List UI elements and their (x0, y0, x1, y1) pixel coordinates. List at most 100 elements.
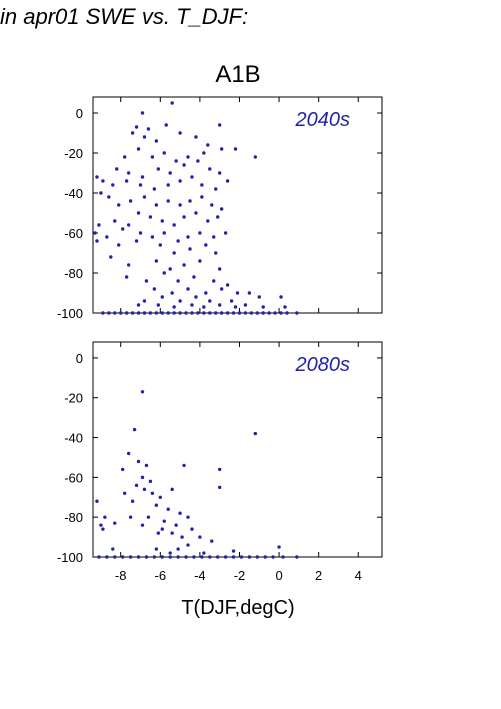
data-point (176, 555, 180, 559)
data-point (225, 311, 230, 315)
data-point (255, 555, 259, 559)
data-point (212, 235, 216, 239)
data-point (130, 311, 135, 315)
x-tick-label: 0 (275, 568, 282, 583)
panel-label: 2040s (295, 109, 351, 131)
data-point (233, 147, 238, 151)
y-tick-label: -40 (64, 186, 83, 201)
data-point (113, 521, 117, 525)
data-point (136, 147, 141, 151)
data-point (243, 311, 248, 315)
data-point (217, 171, 222, 175)
data-point (103, 515, 107, 519)
data-point (168, 171, 172, 175)
data-point (136, 211, 141, 215)
data-point (206, 143, 210, 147)
data-point (154, 259, 159, 263)
data-point (257, 295, 261, 299)
data-point (120, 467, 125, 472)
data-point (214, 311, 218, 315)
data-point (154, 311, 159, 315)
data-point (95, 499, 99, 503)
data-point (113, 555, 117, 559)
data-point (217, 485, 222, 490)
data-point (148, 311, 153, 315)
data-point (160, 527, 164, 531)
data-point (253, 155, 258, 159)
data-point (277, 545, 281, 549)
data-point (190, 527, 194, 531)
data-point (97, 555, 101, 559)
data-point (196, 311, 200, 315)
y-tick-label: -80 (64, 510, 83, 525)
data-point (249, 311, 254, 315)
data-point (235, 291, 240, 295)
data-point (188, 247, 192, 251)
y-tick-label: -60 (64, 470, 83, 485)
data-point (182, 463, 186, 468)
y-tick-label: -60 (64, 226, 83, 241)
data-point (168, 551, 172, 555)
data-point (138, 231, 143, 235)
data-point (190, 311, 194, 315)
data-point (136, 311, 141, 315)
data-point (172, 223, 176, 227)
data-point (229, 299, 234, 303)
data-point (172, 305, 176, 309)
data-point (174, 159, 178, 163)
data-point (130, 499, 135, 503)
data-point (162, 271, 166, 275)
data-point (186, 235, 190, 239)
data-point (146, 515, 151, 519)
y-tick-label: -80 (64, 266, 83, 281)
data-point (148, 215, 153, 219)
data-point (231, 555, 236, 559)
data-point (156, 167, 161, 171)
data-point (210, 539, 214, 543)
data-point (279, 295, 283, 299)
data-point (285, 311, 289, 315)
data-point (217, 303, 222, 307)
data-point (208, 311, 212, 315)
data-point (132, 427, 137, 432)
data-point (172, 251, 176, 255)
data-point (216, 215, 220, 219)
data-point (217, 123, 222, 127)
data-point (95, 175, 99, 179)
data-point (105, 235, 109, 239)
data-point (170, 291, 174, 295)
data-point (279, 311, 283, 315)
data-point (198, 231, 202, 235)
data-point (198, 259, 202, 263)
data-point (219, 287, 224, 291)
data-point (255, 311, 259, 315)
plot-frame (92, 341, 383, 558)
data-point (271, 555, 275, 559)
data-point (138, 183, 143, 187)
data-point (107, 311, 111, 315)
data-point (188, 199, 192, 203)
data-point (273, 311, 277, 315)
data-point (154, 503, 159, 507)
data-point (208, 299, 212, 303)
data-point (168, 267, 172, 271)
data-point (194, 135, 198, 139)
data-point (184, 555, 188, 559)
data-point (136, 459, 141, 464)
data-point (124, 311, 129, 315)
data-point (208, 555, 212, 559)
data-point (160, 555, 164, 559)
data-point (150, 491, 155, 495)
data-point (144, 279, 149, 283)
data-point (142, 299, 147, 303)
data-point (126, 451, 131, 456)
data-point (158, 495, 163, 499)
data-point (142, 135, 147, 139)
data-point (204, 243, 208, 247)
data-point (166, 507, 170, 511)
x-tick-label: -8 (115, 568, 127, 583)
data-point (136, 303, 141, 307)
data-point (99, 191, 103, 195)
data-point (223, 231, 228, 235)
